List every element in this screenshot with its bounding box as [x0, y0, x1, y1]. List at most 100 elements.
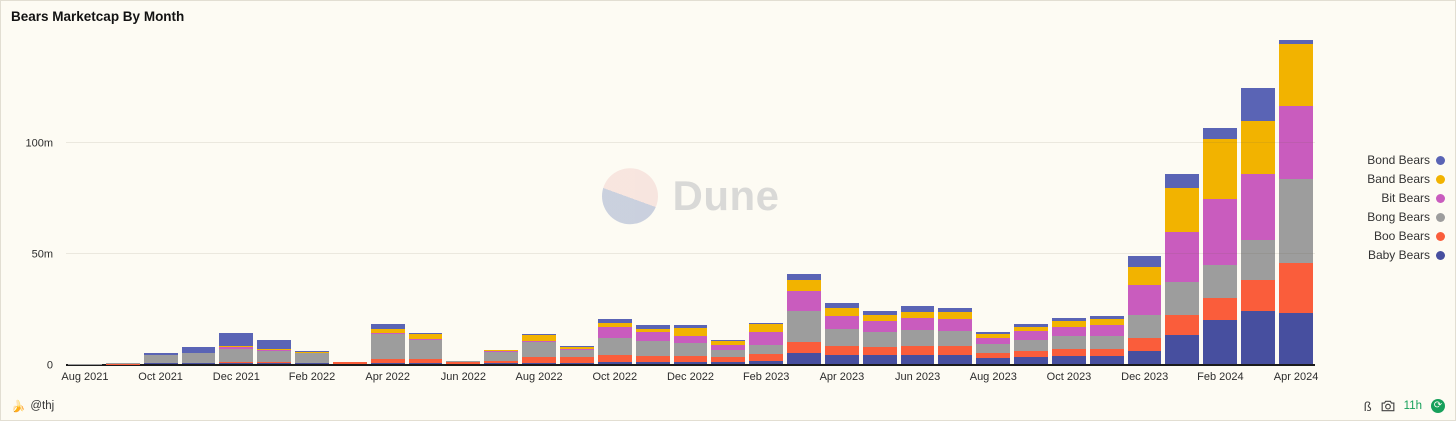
- bar-column[interactable]: [1126, 33, 1164, 364]
- bar-segment[interactable]: [181, 362, 216, 364]
- bar-column[interactable]: [672, 33, 710, 364]
- bar-segment[interactable]: [711, 357, 746, 362]
- bar-segment[interactable]: [635, 356, 670, 362]
- bar-segment[interactable]: [635, 332, 670, 341]
- bar-segment[interactable]: [673, 336, 708, 344]
- bar-segment[interactable]: [1279, 105, 1313, 179]
- bar-segment[interactable]: [597, 318, 632, 324]
- bar-segment[interactable]: [862, 315, 897, 321]
- bar-column[interactable]: [255, 33, 293, 364]
- bar-segment[interactable]: [900, 305, 935, 313]
- bar-segment[interactable]: [976, 352, 1011, 359]
- bar-segment[interactable]: [522, 362, 556, 364]
- bar-segment[interactable]: [219, 348, 254, 362]
- bar-column[interactable]: [1277, 33, 1315, 364]
- bar-segment[interactable]: [900, 329, 935, 347]
- bar-segment[interactable]: [976, 334, 1011, 338]
- bar-segment[interactable]: [522, 335, 556, 341]
- bar-column[interactable]: [1201, 33, 1239, 364]
- camera-icon[interactable]: [1381, 400, 1395, 412]
- bar-segment[interactable]: [862, 321, 897, 333]
- bar-segment[interactable]: [787, 341, 821, 353]
- bar-segment[interactable]: [1165, 174, 1200, 188]
- bar-segment[interactable]: [597, 361, 632, 364]
- bar-segment[interactable]: [295, 350, 329, 352]
- bar-segment[interactable]: [522, 334, 556, 336]
- bar-segment[interactable]: [1014, 324, 1048, 327]
- bar-segment[interactable]: [976, 358, 1011, 364]
- bar-segment[interactable]: [295, 351, 329, 353]
- bar-segment[interactable]: [559, 349, 594, 358]
- bar-segment[interactable]: [370, 358, 405, 363]
- bar-segment[interactable]: [295, 352, 329, 363]
- bar-segment[interactable]: [824, 307, 859, 316]
- bar-column[interactable]: [104, 33, 142, 364]
- bar-segment[interactable]: [976, 332, 1011, 335]
- bar-segment[interactable]: [522, 341, 556, 358]
- bar-segment[interactable]: [862, 355, 897, 364]
- bar-column[interactable]: [747, 33, 785, 364]
- bar-segment[interactable]: [1089, 336, 1124, 349]
- bar-segment[interactable]: [862, 332, 897, 348]
- bar-segment[interactable]: [181, 347, 216, 353]
- bar-column[interactable]: [1012, 33, 1050, 364]
- bar-column[interactable]: [331, 33, 369, 364]
- bar-segment[interactable]: [824, 315, 859, 329]
- bar-segment[interactable]: [673, 343, 708, 357]
- bar-column[interactable]: [785, 33, 823, 364]
- bar-segment[interactable]: [484, 363, 519, 364]
- bar-segment[interactable]: [370, 334, 405, 359]
- bar-column[interactable]: [823, 33, 861, 364]
- bar-segment[interactable]: [673, 325, 708, 328]
- bar-segment[interactable]: [787, 280, 821, 292]
- bar-segment[interactable]: [332, 362, 367, 364]
- bar-segment[interactable]: [824, 303, 859, 308]
- bar-segment[interactable]: [976, 344, 1011, 353]
- bar-segment[interactable]: [370, 324, 405, 329]
- bar-segment[interactable]: [1051, 321, 1086, 327]
- bar-segment[interactable]: [1165, 282, 1200, 316]
- bar-segment[interactable]: [408, 338, 443, 340]
- bar-segment[interactable]: [1203, 198, 1238, 265]
- bar-column[interactable]: [899, 33, 937, 364]
- legend-item-band-bears[interactable]: Band Bears: [1367, 172, 1445, 186]
- bar-column[interactable]: [558, 33, 596, 364]
- bar-segment[interactable]: [559, 348, 594, 350]
- bar-segment[interactable]: [862, 347, 897, 356]
- legend-item-baby-bears[interactable]: Baby Bears: [1368, 248, 1445, 262]
- bar-segment[interactable]: [1051, 317, 1086, 321]
- bar-segment[interactable]: [484, 360, 519, 364]
- bar-segment[interactable]: [1241, 121, 1275, 175]
- bar-segment[interactable]: [711, 340, 746, 346]
- bar-segment[interactable]: [1089, 325, 1124, 337]
- bar-segment[interactable]: [1203, 319, 1238, 364]
- bar-segment[interactable]: [484, 350, 519, 352]
- bar-segment[interactable]: [1241, 280, 1275, 312]
- bar-segment[interactable]: [597, 326, 632, 338]
- bar-segment[interactable]: [1165, 231, 1200, 283]
- bar-column[interactable]: [482, 33, 520, 364]
- bar-segment[interactable]: [484, 351, 519, 352]
- bar-segment[interactable]: [597, 355, 632, 362]
- bar-segment[interactable]: [938, 318, 973, 331]
- bar-segment[interactable]: [635, 361, 670, 364]
- bar-segment[interactable]: [1165, 315, 1200, 336]
- bar-segment[interactable]: [1051, 326, 1086, 337]
- bar-segment[interactable]: [1165, 187, 1200, 232]
- bar-column[interactable]: [936, 33, 974, 364]
- bar-segment[interactable]: [1089, 315, 1124, 319]
- bar-segment[interactable]: [408, 358, 443, 363]
- bar-segment[interactable]: [370, 362, 405, 364]
- bar-segment[interactable]: [787, 311, 821, 342]
- bar-segment[interactable]: [219, 346, 254, 348]
- bar-segment[interactable]: [219, 361, 254, 363]
- bar-segment[interactable]: [408, 362, 443, 364]
- bar-segment[interactable]: [635, 328, 670, 333]
- bar-segment[interactable]: [673, 356, 708, 362]
- bar-segment[interactable]: [1279, 39, 1313, 45]
- bar-column[interactable]: [217, 33, 255, 364]
- bar-segment[interactable]: [181, 352, 216, 363]
- bar-column[interactable]: [369, 33, 407, 364]
- bar-segment[interactable]: [862, 311, 897, 316]
- bar-segment[interactable]: [370, 333, 405, 335]
